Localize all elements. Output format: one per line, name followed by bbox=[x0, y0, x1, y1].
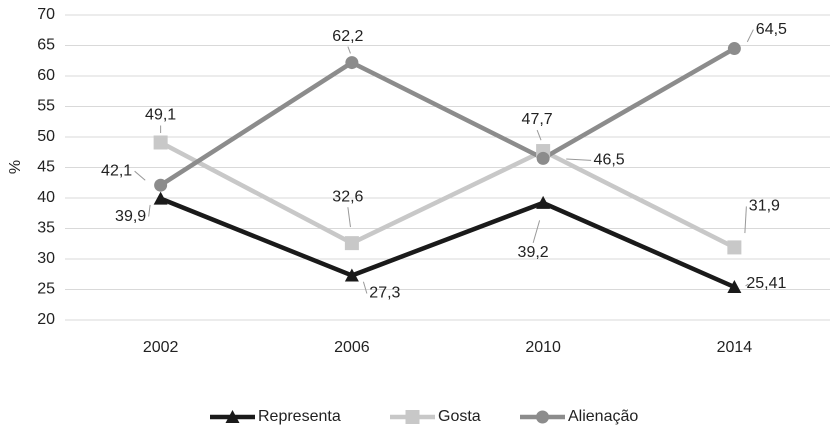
leader-line bbox=[532, 220, 541, 244]
data-label: 32,6 bbox=[332, 188, 363, 205]
data-label: 25,41 bbox=[746, 275, 786, 292]
y-tick-label: 35 bbox=[37, 220, 55, 237]
y-tick-label: 45 bbox=[37, 159, 55, 176]
marker bbox=[225, 410, 240, 423]
leader-line bbox=[536, 129, 542, 141]
data-label: 39,2 bbox=[518, 244, 549, 261]
legend-label: Alienação bbox=[568, 408, 638, 425]
series-line bbox=[159, 46, 736, 188]
marker bbox=[344, 236, 359, 251]
leader-line bbox=[134, 170, 146, 181]
marker bbox=[727, 42, 741, 56]
data-label: 27,3 bbox=[369, 285, 400, 302]
legend-label: Gosta bbox=[438, 408, 481, 425]
x-tick-label: 2014 bbox=[717, 339, 753, 356]
y-tick-label: 40 bbox=[37, 189, 55, 206]
marker bbox=[536, 195, 551, 209]
data-label: 46,5 bbox=[594, 152, 625, 169]
leader-line bbox=[746, 29, 754, 43]
marker bbox=[727, 279, 742, 293]
marker bbox=[153, 191, 168, 205]
data-label: 62,2 bbox=[332, 28, 363, 45]
y-tick-label: 20 bbox=[37, 311, 55, 328]
marker bbox=[344, 268, 359, 282]
marker bbox=[727, 240, 742, 255]
series-line bbox=[159, 196, 736, 290]
legend-label: Representa bbox=[258, 408, 341, 425]
x-tick-label: 2002 bbox=[143, 339, 179, 356]
marker bbox=[405, 410, 420, 424]
marker bbox=[536, 410, 549, 424]
y-tick-label: 60 bbox=[37, 67, 55, 84]
data-label: 39,9 bbox=[115, 208, 146, 225]
leader-line bbox=[347, 46, 351, 54]
data-label: 64,5 bbox=[756, 21, 787, 38]
marker bbox=[153, 135, 168, 150]
y-tick-label: 25 bbox=[37, 281, 55, 298]
x-tick-label: 2006 bbox=[334, 339, 370, 356]
data-label: 31,9 bbox=[749, 198, 780, 215]
leader-line bbox=[744, 206, 747, 234]
y-axis-label: % bbox=[7, 160, 24, 174]
data-label: 42,1 bbox=[101, 162, 132, 179]
leader-line bbox=[347, 207, 351, 228]
y-tick-label: 50 bbox=[37, 128, 55, 145]
marker bbox=[536, 151, 550, 165]
x-tick-label: 2010 bbox=[525, 339, 561, 356]
y-tick-label: 70 bbox=[37, 6, 55, 23]
leader-line bbox=[745, 283, 749, 287]
leader-line bbox=[566, 158, 592, 161]
marker bbox=[154, 178, 168, 192]
y-tick-label: 65 bbox=[37, 37, 55, 54]
leader-line bbox=[362, 281, 368, 294]
y-tick-label: 30 bbox=[37, 250, 55, 267]
data-label: 49,1 bbox=[145, 107, 176, 124]
y-tick-label: 55 bbox=[37, 98, 55, 115]
series-line bbox=[159, 140, 736, 250]
marker bbox=[345, 56, 359, 70]
data-label: 47,7 bbox=[522, 111, 553, 128]
leader-line bbox=[148, 204, 151, 217]
